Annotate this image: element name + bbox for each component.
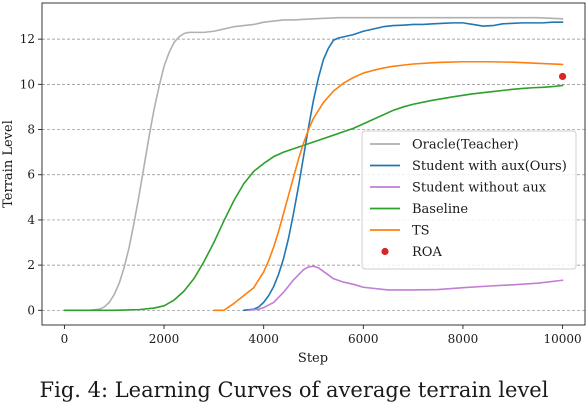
legend: Oracle(Teacher) Student with aux(Ours) Stu… [361,130,577,270]
series-line-ts [213,60,564,312]
y-tick-label: 8 [27,123,35,137]
plot-frame [41,2,586,326]
series-line-oracle-teacher [63,16,564,312]
legend-label: ROA [412,245,442,260]
series-lines [63,16,564,312]
x-axis-label: Step [298,351,328,366]
x-tick-label: 2000 [149,332,180,346]
series-line-student-with-aux-ours [242,21,564,312]
legend-label: Oracle(Teacher) [412,138,519,153]
marker-points [558,72,567,81]
legend-swatch [381,247,389,256]
x-tick-label: 8000 [448,332,479,346]
legend-label: TS [412,224,430,239]
x-tick-label: 0 [61,332,69,346]
gridlines [42,38,585,311]
x-tick-label: 6000 [348,332,379,346]
y-tick-label: 0 [27,303,35,317]
y-tick-label: 4 [27,213,35,227]
y-tick-label: 2 [27,258,35,272]
x-tick-label: 4000 [248,332,279,346]
series-line-student-without-aux [247,265,564,312]
series-line-baseline [63,84,564,312]
legend-label: Baseline [412,202,468,217]
y-tick-label: 10 [20,77,35,91]
legend-box [361,130,577,270]
y-tick-label: 6 [27,168,35,182]
y-axis-label: Terrain Level [1,120,16,208]
y-tick-label: 12 [20,32,35,46]
point-roa [558,72,567,81]
figure-caption: Fig. 4: Learning Curves of average terra… [39,378,549,402]
legend-label: Student without aux [412,181,547,196]
axis-ticks: 0 2 4 6 8 10 12 0 2000 4000 6000 8000 10000 [20,32,582,346]
x-tick-label: 10000 [543,332,581,346]
legend-label: Student with aux(Ours) [412,159,567,174]
